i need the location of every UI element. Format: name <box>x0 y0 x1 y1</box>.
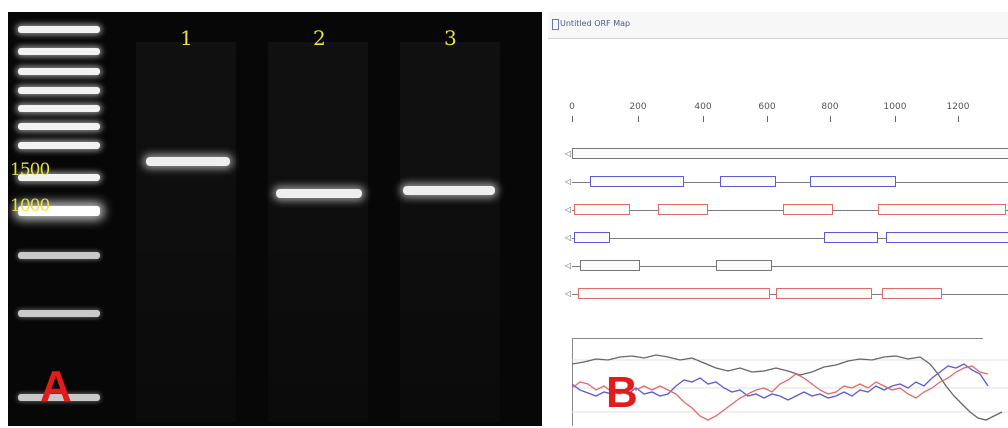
ruler-tick <box>895 116 896 122</box>
track-arrow-left-icon: ◁ <box>565 289 572 298</box>
lane-2-band <box>276 189 362 198</box>
orf-box-red <box>776 288 872 299</box>
ruler-label: 400 <box>694 102 712 112</box>
track-arrow-left-icon: ◁ <box>565 205 572 214</box>
lane-1-band <box>146 157 230 166</box>
orf-box-blue <box>574 232 610 243</box>
ruler-label: 600 <box>758 102 776 112</box>
track-arrow-left-icon: ◁ <box>565 177 572 186</box>
lane-1-smear <box>136 42 236 422</box>
ruler-label: 200 <box>629 102 647 112</box>
track-line <box>572 266 1008 267</box>
ladder-band <box>18 310 100 317</box>
ruler-tick <box>830 116 831 122</box>
ladder-band <box>18 174 100 181</box>
orf-box-red <box>882 288 942 299</box>
track-arrow-left-icon: ◁ <box>565 261 572 270</box>
size-label-1500: 1500 <box>10 160 50 180</box>
ladder-band <box>18 142 100 149</box>
ruler-tick <box>958 116 959 122</box>
window-app-icon <box>552 19 559 30</box>
window-title-bar: Untitled ORF Map <box>548 12 1008 39</box>
orf-box-gray <box>716 260 772 271</box>
track-line <box>572 238 1008 239</box>
gc-content-plot <box>572 354 1008 421</box>
panel-letter-b: B <box>606 368 638 417</box>
ladder-band <box>18 48 100 55</box>
ladder-band <box>18 87 100 94</box>
track-arrow-left-icon: ◁ <box>565 149 572 158</box>
track-line <box>572 182 1008 183</box>
ruler-tick <box>638 116 639 122</box>
orf-box-red <box>574 204 630 215</box>
ladder-band <box>18 123 100 130</box>
lane-3-band <box>403 186 495 195</box>
ladder-band <box>18 252 100 259</box>
orf-box-gray <box>580 260 640 271</box>
ladder-band <box>18 26 100 33</box>
orf-map-panel: Untitled ORF Map 0 200 400 600 800 1000 … <box>548 12 1008 426</box>
orf-box-blue <box>886 232 1008 243</box>
ruler-label: 800 <box>821 102 839 112</box>
orf-box-blue <box>720 176 776 187</box>
plot-line-gray <box>572 354 1003 421</box>
orf-box-red <box>658 204 708 215</box>
lane-label-3: 3 <box>444 26 457 50</box>
gel-electrophoresis-panel: 1500 1000 1 2 3 A <box>8 12 542 426</box>
orf-box-blue <box>824 232 878 243</box>
orf-box-red <box>783 204 833 215</box>
ruler-tick <box>767 116 768 122</box>
gc-plot-frame <box>572 338 983 426</box>
orf-box-red <box>578 288 770 299</box>
panel-letter-a: A <box>40 362 72 411</box>
ruler-label: 0 <box>569 102 575 112</box>
ladder-band <box>18 105 100 112</box>
ruler-label: 1000 <box>883 102 907 112</box>
orf-box-red <box>878 204 1006 215</box>
track-arrow-left-icon: ◁ <box>565 233 572 242</box>
lane-label-1: 1 <box>180 26 193 50</box>
ladder-band <box>18 68 100 75</box>
lane-label-2: 2 <box>313 26 326 50</box>
plot-line-blue <box>572 363 989 401</box>
orf-box-gray <box>572 148 1008 159</box>
orf-box-blue <box>590 176 684 187</box>
plot-line-red <box>572 365 989 421</box>
size-label-1000: 1000 <box>10 196 50 216</box>
orf-box-blue <box>810 176 896 187</box>
ruler-tick <box>703 116 704 122</box>
ladder-band-1000 <box>18 206 100 216</box>
window-title: Untitled ORF Map <box>560 19 631 28</box>
ladder-band <box>18 394 100 401</box>
lane-2-smear <box>268 42 368 422</box>
ruler-label: 1200 <box>946 102 970 112</box>
lane-3-smear <box>400 42 500 422</box>
ruler-tick <box>572 116 573 122</box>
